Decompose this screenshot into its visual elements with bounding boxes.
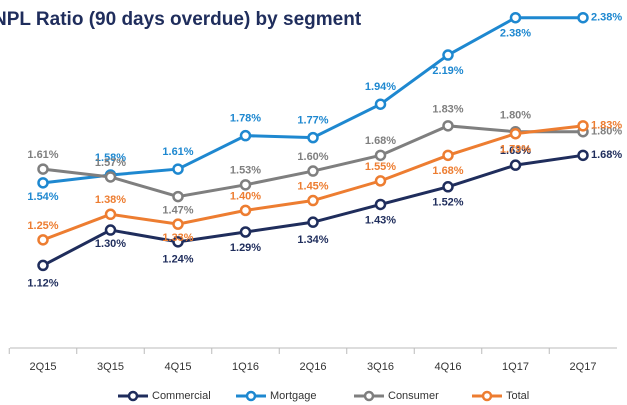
data-label: 1.68% bbox=[365, 135, 396, 147]
data-label: 1.60% bbox=[297, 151, 328, 163]
legend-marker bbox=[481, 390, 493, 402]
point bbox=[172, 236, 184, 248]
point bbox=[442, 149, 454, 162]
data-label: 1.68% bbox=[432, 165, 463, 177]
point bbox=[104, 224, 117, 236]
data-label: 1.58% bbox=[95, 152, 126, 164]
point bbox=[374, 98, 387, 110]
data-label: 1.29% bbox=[230, 242, 261, 254]
point bbox=[37, 177, 49, 189]
x-tick-label: 2Q17 bbox=[570, 361, 597, 373]
x-tick-label: 3Q16 bbox=[367, 361, 394, 373]
data-label: 1.83% bbox=[591, 120, 622, 132]
data-label: 1.55% bbox=[365, 161, 396, 173]
data-label: 1.43% bbox=[365, 214, 396, 226]
point bbox=[374, 149, 387, 162]
data-label: 1.53% bbox=[230, 165, 261, 177]
point bbox=[374, 175, 387, 187]
data-label: 1.54% bbox=[27, 191, 58, 203]
data-label: 1.80% bbox=[591, 126, 622, 138]
data-label: 1.61% bbox=[162, 146, 193, 158]
data-label: 1.12% bbox=[27, 277, 58, 289]
x-tick-label: 2Q15 bbox=[30, 361, 57, 373]
x-tick-label: 2Q16 bbox=[300, 361, 327, 373]
legend-marker bbox=[363, 390, 375, 402]
data-label: 1.63% bbox=[500, 145, 531, 157]
point bbox=[307, 194, 319, 207]
data-label: 1.47% bbox=[162, 205, 193, 217]
legend-marker bbox=[127, 390, 139, 402]
data-label: 1.79% bbox=[500, 144, 531, 156]
point bbox=[509, 127, 522, 140]
x-tick-label: 4Q15 bbox=[165, 361, 192, 373]
point bbox=[239, 179, 252, 191]
data-label: 1.34% bbox=[297, 234, 328, 246]
data-label: 1.25% bbox=[27, 220, 58, 232]
data-label: 1.83% bbox=[432, 104, 463, 116]
point bbox=[577, 120, 589, 132]
legend-label: Commercial bbox=[152, 390, 211, 402]
point bbox=[172, 190, 184, 203]
legend-label: Total bbox=[506, 390, 529, 402]
data-label: 1.33% bbox=[162, 232, 193, 244]
data-label: 1.77% bbox=[297, 115, 328, 127]
chart-title: NPL Ratio (90 days overdue) by segment bbox=[0, 9, 362, 30]
point bbox=[509, 11, 522, 24]
point bbox=[172, 163, 184, 175]
point bbox=[37, 163, 49, 175]
data-label: 1.78% bbox=[230, 113, 261, 125]
point bbox=[307, 165, 319, 177]
data-label: 2.38% bbox=[591, 12, 622, 24]
data-label: 1.45% bbox=[297, 180, 328, 192]
data-label: 2.19% bbox=[432, 65, 463, 77]
point bbox=[374, 198, 387, 211]
data-label: 1.52% bbox=[432, 197, 463, 209]
x-tick-label: 4Q16 bbox=[435, 361, 462, 373]
point bbox=[172, 218, 184, 230]
point bbox=[239, 226, 252, 238]
data-label: 1.57% bbox=[95, 157, 126, 169]
legend-label: Consumer bbox=[388, 390, 439, 402]
point bbox=[577, 149, 589, 162]
data-label: 1.61% bbox=[27, 149, 58, 161]
point bbox=[104, 171, 117, 183]
data-label: 1.24% bbox=[162, 254, 193, 266]
point bbox=[577, 11, 589, 24]
point bbox=[442, 49, 454, 61]
x-tick-label: 1Q17 bbox=[502, 361, 529, 373]
legend-marker bbox=[245, 390, 257, 402]
point bbox=[37, 234, 49, 246]
point bbox=[442, 181, 454, 193]
data-label: 1.30% bbox=[95, 238, 126, 250]
x-tick-label: 3Q15 bbox=[97, 361, 124, 373]
point bbox=[104, 208, 117, 221]
data-label: 1.40% bbox=[230, 190, 261, 202]
point bbox=[307, 216, 319, 228]
data-label: 1.80% bbox=[500, 110, 531, 122]
x-tick-label: 1Q16 bbox=[232, 361, 259, 373]
point bbox=[239, 129, 252, 142]
point bbox=[239, 204, 252, 217]
point bbox=[307, 131, 319, 144]
data-label: 1.94% bbox=[365, 81, 396, 93]
point bbox=[509, 159, 522, 171]
data-label: 1.38% bbox=[95, 194, 126, 206]
legend-label: Mortgage bbox=[270, 390, 316, 402]
point bbox=[442, 120, 454, 132]
data-label: 1.68% bbox=[591, 149, 622, 161]
point bbox=[37, 259, 49, 272]
data-label: 2.38% bbox=[500, 28, 531, 40]
